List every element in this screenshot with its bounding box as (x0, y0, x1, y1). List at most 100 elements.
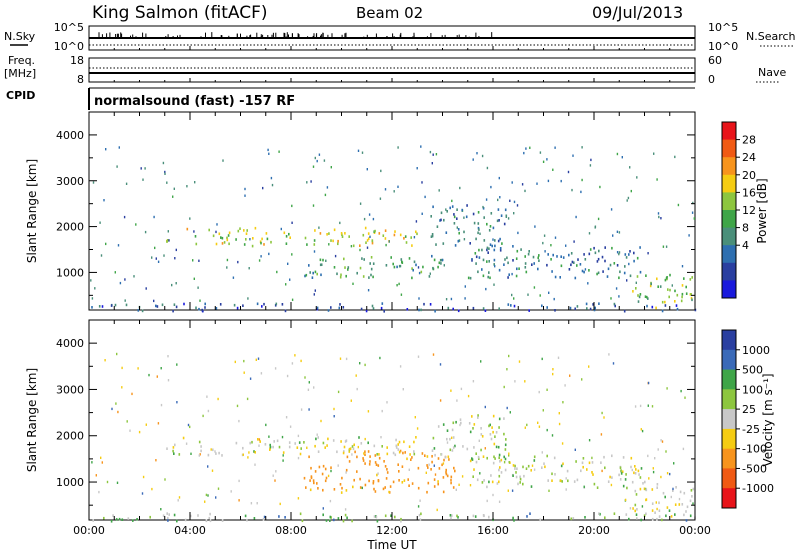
data-cell (194, 235, 197, 238)
data-cell (216, 223, 218, 226)
data-cell (424, 195, 426, 199)
data-cell (512, 245, 514, 248)
data-cell (546, 454, 548, 458)
data-cell (589, 307, 592, 311)
data-cell (616, 251, 619, 254)
data-cell (558, 422, 561, 426)
data-cell (581, 146, 583, 149)
data-cell (221, 519, 224, 522)
data-cell (106, 480, 109, 484)
data-cell (301, 519, 304, 523)
data-cell (670, 495, 672, 499)
data-cell (333, 488, 336, 491)
velocity-ylabel: Slant Range [km] (25, 368, 39, 472)
data-cell (613, 262, 616, 265)
data-cell (440, 211, 443, 215)
data-cell (244, 187, 246, 191)
data-cell (267, 148, 269, 152)
data-cell (254, 463, 256, 466)
data-cell (673, 462, 675, 465)
x-tick-label: 00:00 (679, 524, 711, 537)
data-cell (183, 302, 185, 306)
data-cell (442, 242, 445, 245)
data-cell (637, 294, 639, 297)
data-cell (527, 252, 530, 256)
data-cell (116, 352, 118, 356)
data-cell (455, 420, 457, 424)
data-cell (157, 422, 160, 425)
data-cell (514, 464, 516, 468)
data-cell (649, 284, 652, 288)
data-cell (494, 457, 496, 460)
data-cell (573, 480, 576, 483)
data-cell (507, 303, 510, 306)
data-cell (155, 459, 157, 462)
data-cell (602, 270, 604, 273)
data-cell (316, 482, 318, 485)
data-cell (570, 252, 573, 255)
data-cell (341, 233, 343, 236)
colorbar-swatch (722, 139, 736, 158)
data-cell (406, 308, 409, 311)
data-cell (626, 486, 628, 490)
data-cell (415, 436, 417, 439)
data-cell (655, 501, 657, 504)
data-cell (215, 452, 217, 455)
data-cell (630, 456, 633, 460)
data-cell (215, 307, 218, 310)
data-cell (110, 304, 113, 307)
power-ylabel: Slant Range [km] (25, 159, 39, 263)
data-cell (457, 239, 460, 243)
data-cell (636, 517, 638, 520)
data-cell (526, 515, 528, 518)
data-cell (571, 260, 574, 264)
data-cell (553, 456, 556, 460)
data-cell (227, 234, 230, 237)
data-cell (488, 229, 491, 232)
data-cell (450, 297, 453, 301)
colorbar-tick-label: 16 (742, 186, 756, 199)
data-cell (205, 519, 208, 523)
data-cell (505, 438, 507, 441)
data-cell (442, 423, 445, 426)
data-cell (397, 443, 399, 446)
data-cell (428, 463, 430, 466)
data-cell (340, 491, 343, 494)
data-cell (207, 453, 210, 457)
data-cell (639, 293, 642, 296)
data-cell (392, 262, 394, 266)
data-cell (568, 268, 571, 271)
data-cell (226, 238, 229, 242)
data-cell (452, 486, 455, 489)
data-cell (625, 513, 628, 516)
data-cell (174, 443, 176, 447)
data-cell (618, 252, 620, 256)
data-cell (551, 434, 554, 437)
data-cell (327, 437, 329, 441)
data-cell (468, 422, 471, 425)
data-cell (351, 453, 353, 456)
data-cell (671, 284, 673, 287)
data-cell (693, 217, 695, 220)
data-cell (235, 441, 238, 445)
data-cell (666, 472, 669, 475)
data-cell (204, 500, 206, 503)
data-cell (167, 379, 170, 382)
data-cell (313, 481, 315, 485)
data-cell (478, 256, 481, 259)
data-cell (624, 498, 627, 502)
data-cell (386, 446, 388, 449)
data-cell (439, 258, 442, 262)
data-cell (145, 287, 147, 290)
data-cell (489, 433, 492, 436)
data-cell (498, 426, 500, 429)
data-cell (515, 257, 518, 260)
data-cell (443, 458, 445, 462)
data-cell (209, 512, 211, 516)
data-cell (238, 419, 240, 423)
data-cell (485, 198, 488, 201)
data-cell (541, 451, 543, 454)
data-cell (458, 239, 461, 242)
data-cell (322, 513, 324, 517)
data-cell (385, 477, 388, 480)
